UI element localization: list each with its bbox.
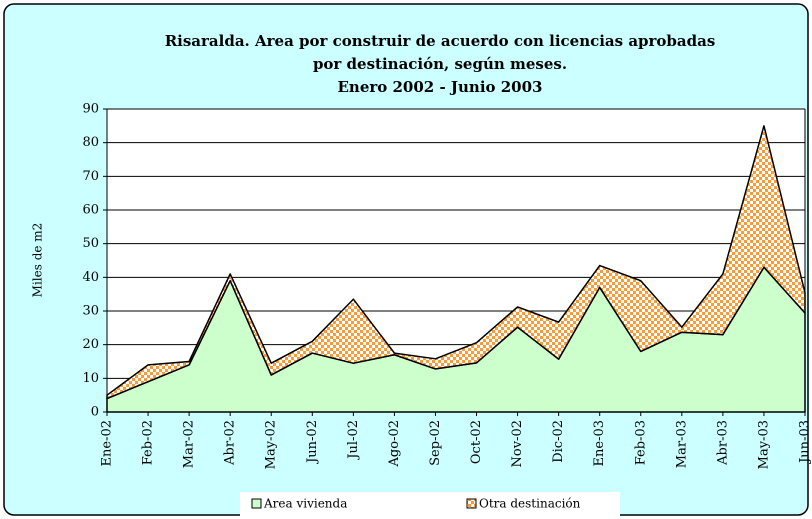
x-tick-label: May-02 [264, 420, 279, 469]
y-tick-label: 60 [82, 203, 99, 218]
y-tick-label: 70 [82, 169, 99, 184]
y-tick-label: 50 [82, 236, 99, 251]
legend-swatch [466, 498, 477, 509]
x-tick-label: Ene-02 [100, 420, 115, 467]
x-tick-label: Ago-02 [387, 420, 402, 467]
legend-label: Otra destinación [479, 497, 581, 511]
x-tick-label: May-03 [756, 420, 771, 469]
x-tick-label: Mar-03 [674, 420, 689, 468]
chart-title: Enero 2002 - Junio 2003 [337, 78, 542, 96]
x-tick-label: Oct-02 [469, 420, 484, 464]
x-tick-label: Jun-02 [305, 420, 320, 465]
x-tick-label: Abr-02 [223, 420, 238, 466]
legend [240, 492, 620, 516]
x-tick-label: Jul-02 [346, 420, 361, 461]
y-tick-label: 0 [91, 405, 99, 420]
x-tick-label: Dic-02 [551, 420, 566, 463]
y-tick-label: 10 [82, 371, 99, 386]
legend-swatch [251, 498, 262, 509]
x-tick-label: Mar-02 [182, 420, 197, 468]
x-tick-label: Feb-02 [141, 420, 156, 465]
x-tick-label: Ene-03 [592, 420, 607, 467]
legend-label: Area vivienda [263, 497, 347, 511]
x-tick-label: Nov-02 [510, 420, 525, 467]
x-tick-label: Jun-03 [798, 420, 812, 465]
x-tick-label: Abr-03 [715, 420, 730, 466]
x-tick-label: Feb-03 [633, 420, 648, 465]
chart-title: Risaralda. Area por construir de acuerdo… [165, 32, 716, 50]
y-tick-label: 90 [82, 102, 99, 117]
chart-title: por destinación, según meses. [313, 55, 567, 73]
x-tick-label: Sep-02 [428, 420, 443, 466]
y-tick-label: 40 [82, 270, 99, 285]
y-tick-label: 80 [82, 135, 99, 150]
y-axis-label: Miles de m2 [31, 223, 45, 298]
y-tick-label: 30 [82, 304, 99, 319]
y-tick-label: 20 [82, 337, 99, 352]
